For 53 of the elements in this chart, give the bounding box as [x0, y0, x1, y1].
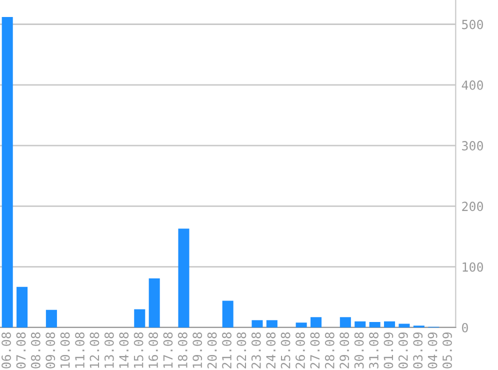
- bar: [178, 228, 190, 328]
- y-tick-label: 0: [462, 322, 468, 332]
- y-tick-label: 200: [462, 202, 483, 212]
- bar: [310, 317, 322, 328]
- x-tick-label: 09.08: [46, 332, 56, 368]
- x-tick-label: 07.08: [16, 332, 26, 368]
- x-tick-label: 01.09: [384, 332, 394, 368]
- y-tick-label: 500: [462, 20, 483, 30]
- x-tick-label: 25.08: [280, 332, 290, 368]
- bar: [369, 322, 380, 328]
- x-tick-label: 06.08: [2, 332, 12, 368]
- y-tick-label: 100: [462, 262, 483, 272]
- bar: [398, 324, 410, 328]
- bar: [354, 321, 366, 328]
- x-tick-label: 12.08: [90, 332, 100, 368]
- x-tick-label: 22.08: [236, 332, 246, 368]
- x-tick-label: 04.09: [428, 332, 438, 368]
- x-tick-label: 21.08: [222, 332, 232, 368]
- bar: [46, 310, 57, 328]
- x-tick-label: 15.08: [134, 332, 144, 368]
- x-tick-label: 05.09: [442, 332, 452, 368]
- x-tick-label: 30.08: [354, 332, 364, 368]
- bar: [134, 309, 146, 328]
- x-tick-label: 03.09: [413, 332, 423, 368]
- x-tick-label: 16.08: [148, 332, 158, 368]
- x-tick-label: 14.08: [119, 332, 129, 368]
- bar: [16, 286, 28, 328]
- bar: [252, 320, 263, 328]
- y-tick-label: 400: [462, 80, 483, 90]
- y-tick-label: 300: [462, 141, 483, 150]
- x-tick-label: 10.08: [60, 332, 70, 368]
- x-tick-label: 23.08: [251, 332, 261, 368]
- x-tick-label: 29.08: [340, 332, 350, 368]
- bar: [340, 317, 351, 328]
- x-tick-label: 28.08: [324, 332, 334, 368]
- x-tick-label: 08.08: [30, 332, 40, 368]
- bar: [266, 320, 278, 328]
- x-tick-label: 18.08: [178, 332, 188, 368]
- x-tick-label: 20.08: [207, 332, 217, 368]
- x-tick-label: 27.08: [310, 332, 320, 368]
- x-tick-label: 19.08: [192, 332, 202, 368]
- x-tick-label: 31.08: [369, 332, 378, 368]
- bar: [2, 16, 13, 328]
- x-tick-label: 02.09: [398, 332, 408, 368]
- x-tick-label: 26.08: [296, 332, 305, 368]
- bar: [384, 321, 396, 328]
- bar: [222, 300, 234, 328]
- bar: [148, 278, 160, 328]
- bar: [296, 322, 307, 328]
- x-tick-label: 13.08: [104, 332, 114, 368]
- x-tick-label: 11.08: [75, 332, 85, 368]
- x-tick-label: 17.08: [163, 332, 173, 368]
- x-tick-label: 24.08: [266, 332, 276, 368]
